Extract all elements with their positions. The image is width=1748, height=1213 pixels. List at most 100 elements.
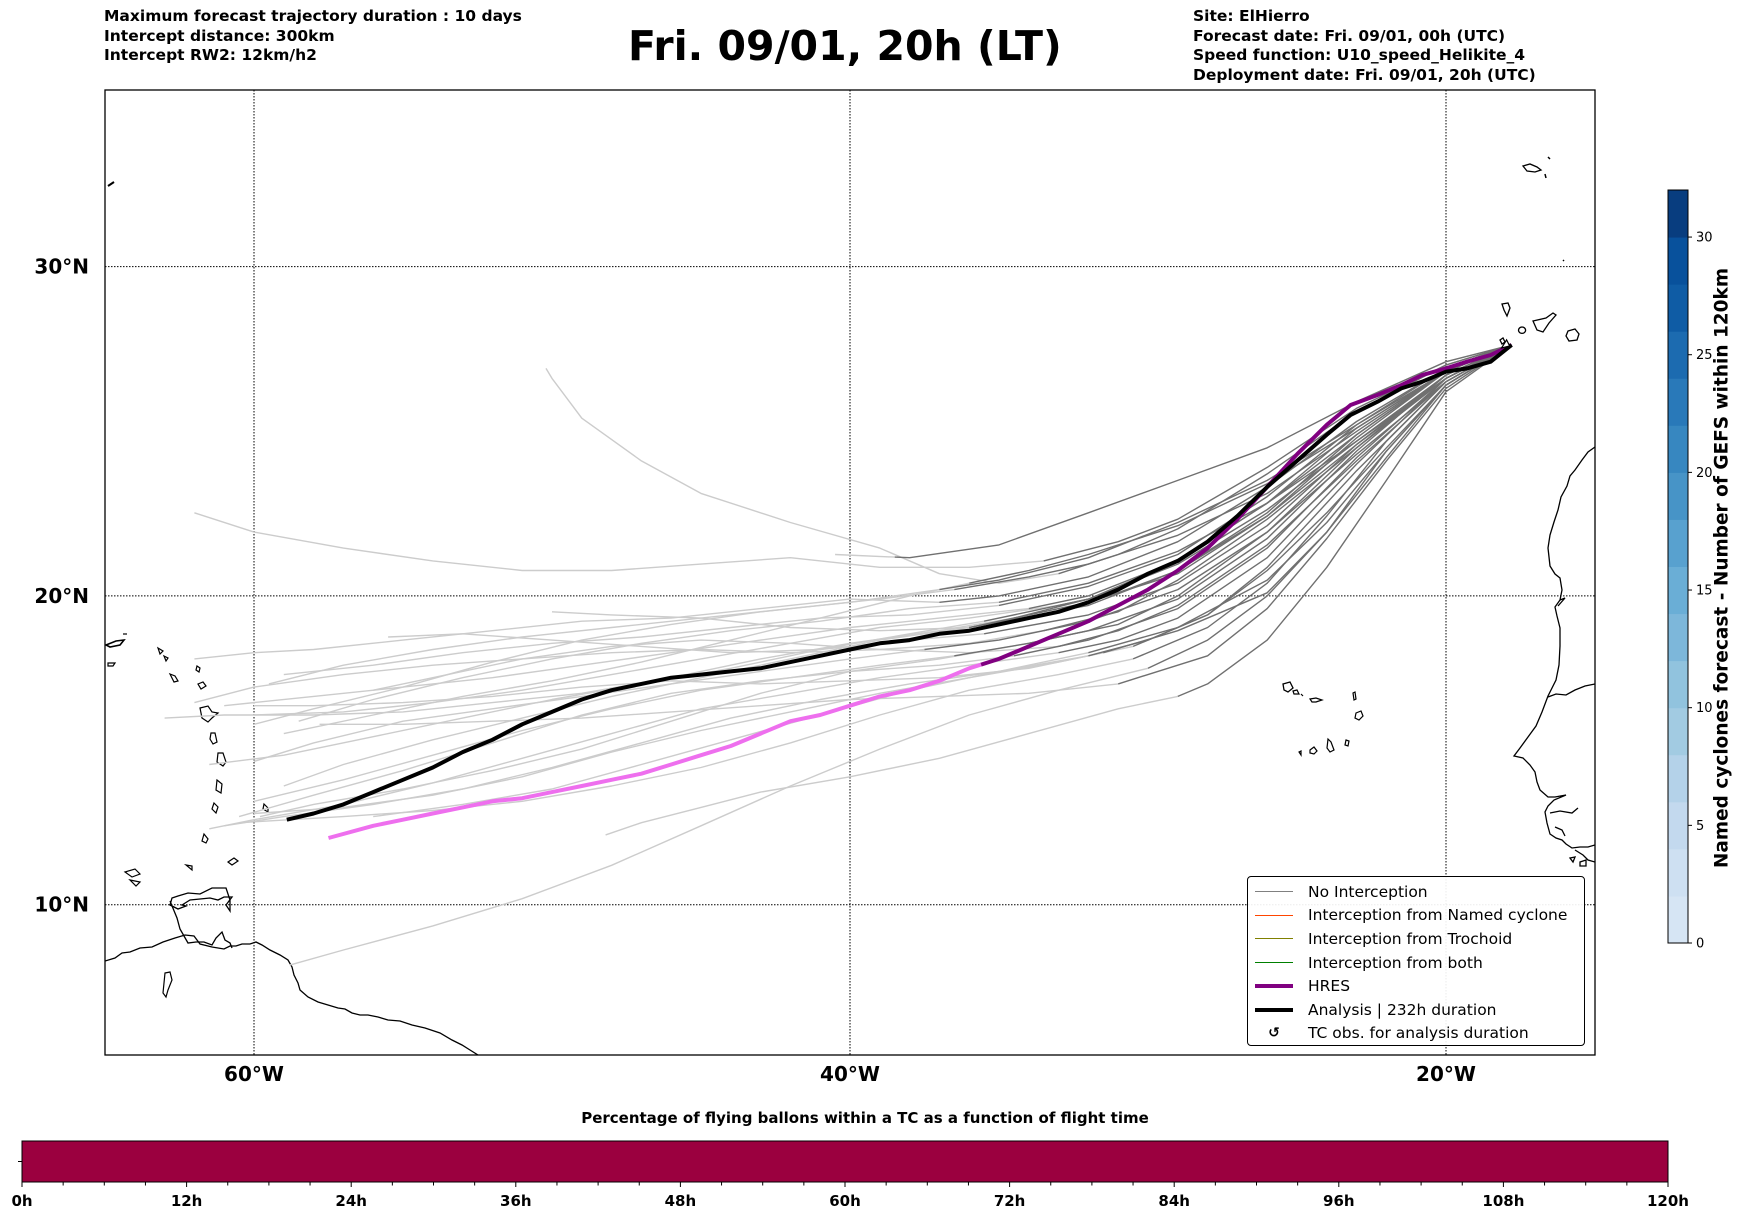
ensemble-trajectory-late: [253, 655, 955, 802]
legend-label: HRES: [1308, 977, 1351, 996]
time-tick-label: 48h: [665, 1192, 697, 1210]
island-tenerife: [1532, 312, 1557, 333]
ensemble-trajectory-late: [194, 512, 1044, 572]
colorbar-tick-label: 25: [1696, 348, 1713, 363]
ensemble-trajectory-late: [194, 630, 1044, 704]
latitude-label: 30°N: [34, 255, 89, 279]
island-st-kitts: [168, 672, 179, 683]
island-sao-vicente: [1292, 689, 1304, 697]
legend: No Interception Interception from Named …: [1247, 876, 1585, 1046]
coastline-south-america: [105, 934, 479, 1055]
colorbar: 0 5 10 15 20 25 30: [1667, 189, 1713, 952]
legend-line-trochoid: [1255, 938, 1293, 940]
trajectories: [164, 338, 1513, 966]
colorbar-label: Named cyclones forecast - Number of GEFS…: [1711, 267, 1733, 869]
coastline-venezuela-trinidad: [169, 887, 234, 914]
island-montserrat: [195, 665, 201, 673]
ensemble-trajectory-late: [835, 553, 895, 558]
hres-trajectory-late: [327, 662, 982, 840]
island-la-palma: [1501, 302, 1511, 318]
legend-item-both: Interception from both: [1248, 951, 1584, 975]
longitude-label: 20°W: [1416, 1062, 1476, 1086]
site-text: Site: ElHierro: [1193, 7, 1310, 25]
colorbar-tick-label: 5: [1696, 819, 1704, 834]
coastline-bissagos: [1568, 856, 1587, 867]
colorbar-level: [1668, 190, 1688, 238]
island-maio: [1344, 739, 1350, 747]
legend-label: Interception from both: [1308, 953, 1483, 972]
island-st-vincent: [211, 801, 219, 815]
ensemble-trajectory-late: [238, 655, 1014, 818]
legend-label: Analysis | 232h duration: [1308, 1000, 1497, 1019]
ensemble-trajectory-late: [194, 598, 940, 660]
island-santiago: [1326, 737, 1335, 753]
legend-label: Interception from Trochoid: [1308, 929, 1513, 948]
colorbar-tick-label: 10: [1696, 701, 1713, 716]
time-tick-label: 120h: [1647, 1192, 1689, 1210]
ensemble-trajectory-late: [551, 611, 970, 632]
latitude-label: 20°N: [34, 584, 89, 608]
island-santo-antao: [1282, 681, 1294, 693]
ensemble-trajectory-late: [605, 695, 1178, 836]
legend-item-hres: HRES: [1248, 974, 1584, 998]
map-frame: [104, 89, 1596, 1056]
time-tick-label: 0h: [11, 1192, 32, 1210]
latitude-label: 10°N: [34, 893, 89, 917]
colorbar-level: [1668, 613, 1688, 662]
island-la-gomera: [1517, 326, 1527, 334]
island-trinidad-south: [162, 971, 173, 999]
island-gran-canaria: [1565, 328, 1580, 342]
colorbar-level: [1668, 707, 1688, 756]
colorbar-frame: [1667, 189, 1689, 944]
legend-line-no-interception: [1255, 891, 1293, 893]
percentage-bar-title: Percentage of flying ballons within a TC…: [581, 1109, 1149, 1127]
ensemble-trajectory-late: [283, 604, 1000, 676]
colorbar-level: [1668, 566, 1688, 615]
percentage-bar: [21, 1140, 1669, 1183]
legend-label: TC obs. for analysis duration: [1308, 1024, 1529, 1043]
longitude-label: 60°W: [224, 1062, 284, 1086]
island-tobago: [226, 857, 240, 866]
ensemble-trajectory-late: [545, 368, 1059, 584]
coastlines: [105, 156, 1595, 1055]
time-tick-label: 60h: [829, 1192, 861, 1210]
coastline-senegal-river: [1557, 597, 1566, 607]
ensemble-trajectory-late: [298, 601, 1000, 722]
island-boa-vista: [1354, 710, 1364, 721]
colorbar-level: [1668, 519, 1688, 567]
ensemble-trajectory-late: [373, 652, 1089, 818]
time-tick-label: 96h: [1323, 1192, 1355, 1210]
ensemble-trajectory-early: [939, 344, 1512, 591]
island-curacao-cluster: [123, 868, 142, 887]
island-margarita: [183, 864, 193, 872]
ensemble-trajectory-early: [1177, 344, 1513, 698]
intercept-rw2-text: Intercept RW2: 12km/h2: [104, 46, 317, 64]
percentage-bar-chart: 0h 12h 24h 36h 48h 60h 72h 84h 96h 108h 120h: [11, 1140, 1689, 1210]
legend-item-trochoid: Interception from Trochoid: [1248, 927, 1584, 951]
ensemble-trajectory-early: [1013, 344, 1512, 619]
legend-label: No Interception: [1308, 882, 1428, 901]
ensemble-trajectory-late: [289, 667, 1149, 966]
colorbar-level: [1668, 801, 1688, 850]
island-vieques: [107, 662, 117, 667]
island-brava: [1298, 750, 1302, 757]
coastline-guinea-bissau: [1549, 807, 1595, 863]
speed-function-text: Speed function: U10_speed_Helikite_4: [1193, 46, 1526, 64]
island-st-lucia: [215, 778, 223, 794]
colorbar-tick-label: 15: [1696, 584, 1713, 599]
colorbar-level: [1668, 425, 1688, 473]
colorbar-level: [1668, 284, 1688, 332]
coastline-gambia: [1547, 683, 1595, 698]
coastline-orinoco: [169, 900, 233, 949]
ensemble-trajectory-early: [1117, 344, 1512, 685]
analysis-trajectory: [286, 343, 1513, 822]
legend-item-tc-obs: ↺ TC obs. for analysis duration: [1248, 1022, 1584, 1046]
ensemble-trajectory-late: [253, 645, 1134, 815]
island-bermuda-edge: [107, 181, 115, 187]
time-tick-label: 36h: [500, 1192, 532, 1210]
legend-line-named-cyclone: [1255, 914, 1293, 916]
legend-item-no-interception: No Interception: [1248, 880, 1584, 904]
site-information: Site: ElHierro Forecast date: Fri. 09/01…: [1193, 7, 1536, 85]
forecast-date-text: Forecast date: Fri. 09/01, 00h (UTC): [1193, 26, 1506, 45]
site-marker: [1500, 338, 1511, 349]
